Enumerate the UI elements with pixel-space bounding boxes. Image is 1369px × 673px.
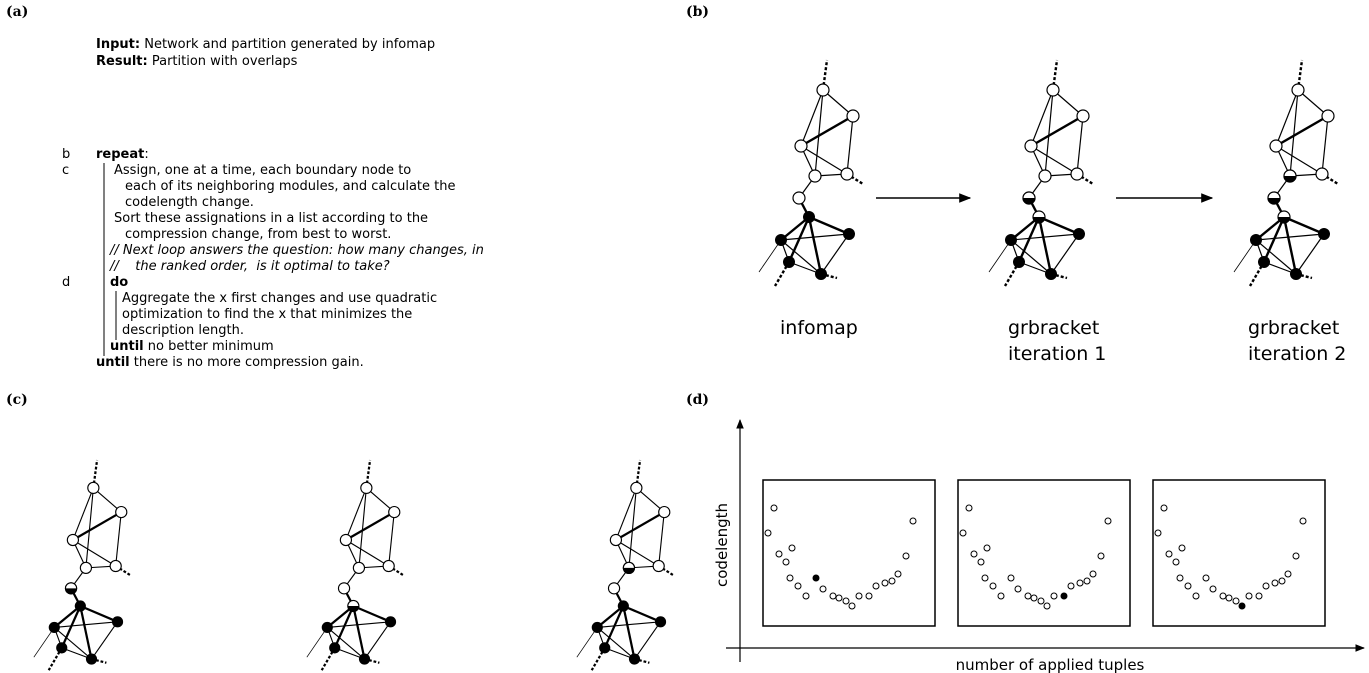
network (305, 458, 405, 672)
caption: grbracket (1248, 317, 1339, 339)
panel-label: (c) (6, 392, 28, 408)
network (32, 458, 132, 672)
algo-line: until there is no more compression gain. (96, 355, 364, 370)
caption: infomap (780, 317, 858, 339)
line-marker: d (62, 275, 70, 290)
line-marker: c (62, 163, 69, 178)
algo-line: do (110, 275, 128, 290)
plot-box (957, 479, 1131, 627)
network (757, 58, 865, 288)
x-axis-label: number of applied tuples (956, 656, 1145, 673)
panel-label: (d) (686, 392, 709, 408)
algo-line: compression change, from best to worst. (125, 227, 391, 242)
plot-box (762, 479, 936, 627)
panel-label: (a) (6, 4, 28, 20)
caption: iteration 1 (1008, 343, 1106, 365)
caption: iteration 2 (1248, 343, 1346, 365)
y-axis-label: codelength (713, 503, 731, 587)
result: Result: Partition with overlaps (96, 54, 298, 69)
algorithm: Input: Network and partition generated b… (62, 37, 484, 370)
network (575, 458, 675, 672)
algo-line: Assign, one at a time, each boundary nod… (114, 163, 411, 178)
input: Input: Network and partition generated b… (96, 37, 435, 52)
algo-line: until no better minimum (110, 339, 274, 354)
algo-line: Aggregate the x first changes and use qu… (122, 291, 437, 306)
algo-line: Sort these assignations in a list accord… (114, 211, 428, 226)
plot-box (1152, 479, 1326, 627)
algo-comment: // the ranked order, is it optimal to ta… (109, 259, 390, 274)
algo-line: codelength change. (125, 195, 254, 210)
algo-comment: // Next loop answers the question: how m… (109, 243, 484, 258)
algo-line: optimization to find the x that minimize… (122, 307, 412, 322)
line-marker: b (62, 147, 70, 162)
network (987, 58, 1095, 288)
network (1232, 58, 1340, 288)
caption: grbracket (1008, 317, 1099, 339)
panel-label: (b) (686, 4, 709, 20)
algo-line: each of its neighboring modules, and cal… (125, 179, 455, 194)
algo-line: description length. (122, 323, 244, 338)
algo-line: repeat: (96, 147, 149, 162)
